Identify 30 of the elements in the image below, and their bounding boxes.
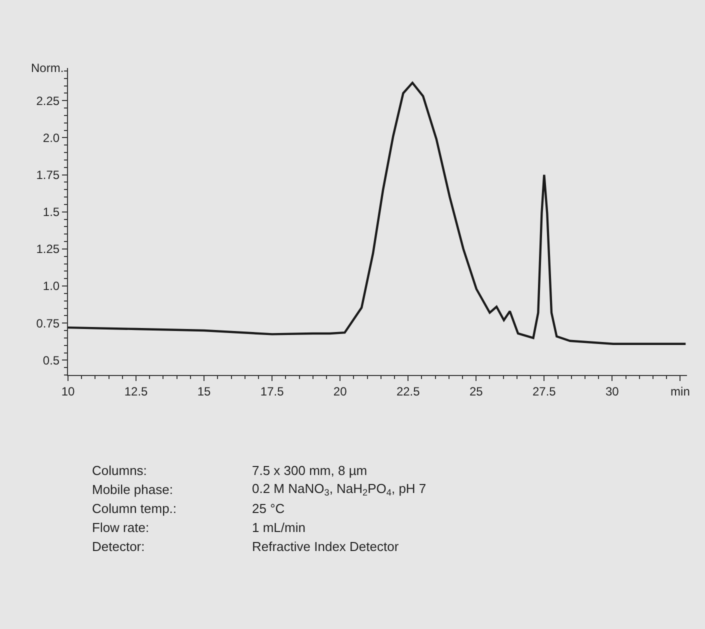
y-tick-label: 0.5 xyxy=(42,353,60,368)
y-axis-title: Norm. xyxy=(31,61,64,75)
line-series xyxy=(68,82,687,345)
x-tick-label: 15 xyxy=(197,384,212,398)
y-tick-label: 2.0 xyxy=(42,130,60,145)
x-tick-label: 12.5 xyxy=(124,384,148,398)
y-tick-label: 1.25 xyxy=(36,242,60,256)
y-tick-label: 1.0 xyxy=(42,279,60,294)
y-tick-label: 1.75 xyxy=(36,168,60,182)
text: Refractive Index Detector xyxy=(252,539,400,554)
x-tick-label: 17.5 xyxy=(260,384,284,398)
x-tick-label: 25 xyxy=(469,384,484,398)
x-tick-label: 10 xyxy=(61,384,75,398)
text: 7.5 x 300 mm, 8 µm xyxy=(252,463,368,478)
x-tick-label: 27.5 xyxy=(532,384,556,398)
text: Columns: xyxy=(92,463,147,478)
x-tick-label: min xyxy=(670,384,690,398)
y-tick-label: 0.75 xyxy=(36,316,60,330)
text: 1 mL/min xyxy=(252,520,306,535)
y-tick-label: 2.25 xyxy=(36,94,60,108)
x-tick-label: 22.5 xyxy=(396,384,420,398)
text: 25 °C xyxy=(252,501,285,516)
text: Detector: xyxy=(92,539,145,554)
text: Mobile phase: xyxy=(92,482,173,497)
x-tick-label: 30 xyxy=(606,384,620,398)
text: 0.2 M NaNO$_{3}$, NaH$_{2}$PO$_{4}$, pH 7 xyxy=(252,481,426,498)
text: Flow rate: xyxy=(92,520,150,535)
text: Column temp.: xyxy=(92,501,177,516)
y-tick-label: 1.5 xyxy=(42,205,60,220)
x-tick-label: 20 xyxy=(333,384,348,398)
